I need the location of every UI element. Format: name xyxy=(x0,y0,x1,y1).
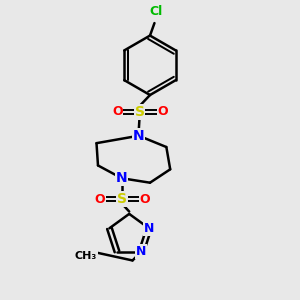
Text: Cl: Cl xyxy=(149,5,163,18)
Text: N: N xyxy=(133,129,145,143)
Text: O: O xyxy=(140,193,150,206)
Text: N: N xyxy=(133,129,145,143)
Text: O: O xyxy=(158,106,168,118)
Text: N: N xyxy=(116,171,128,185)
Text: O: O xyxy=(112,106,123,118)
Text: N: N xyxy=(144,222,154,235)
Text: CH₃: CH₃ xyxy=(75,250,97,260)
Text: S: S xyxy=(135,105,145,119)
Text: S: S xyxy=(117,192,127,206)
Text: N: N xyxy=(136,245,147,258)
Text: O: O xyxy=(94,193,105,206)
